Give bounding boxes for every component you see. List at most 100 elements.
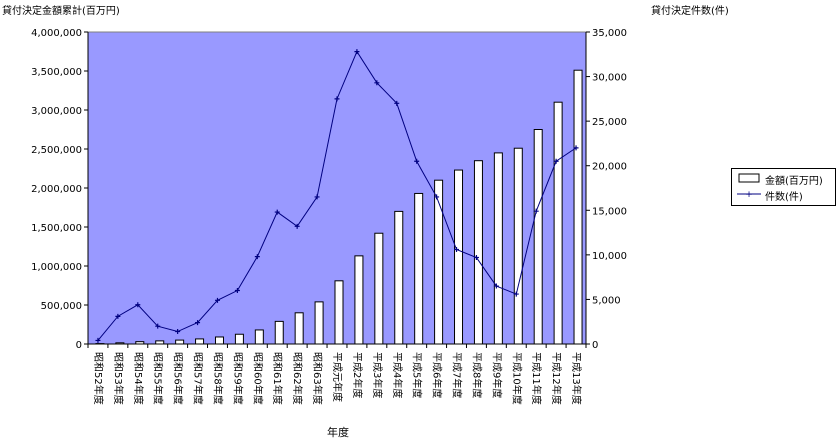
- bar: [135, 341, 145, 345]
- count-point: [354, 49, 360, 55]
- legend-bar-swatch: [738, 173, 760, 183]
- x-tick-label: 平成11年度: [530, 352, 543, 405]
- bar: [214, 336, 224, 345]
- bar: [234, 333, 244, 345]
- legend-line-swatch: +: [737, 190, 761, 200]
- x-tick-label: 昭和58年度: [211, 352, 224, 405]
- x-tick-label: 昭和60年度: [251, 352, 264, 405]
- count-point: [454, 247, 460, 253]
- count-point: [155, 323, 161, 329]
- y-right-tick-label: 35,000: [592, 28, 627, 39]
- bar: [274, 320, 284, 345]
- bar: [115, 342, 125, 345]
- bar: [195, 338, 205, 345]
- bar: [175, 339, 185, 345]
- y-left-tick-label: 1,000,000: [31, 262, 82, 273]
- x-tick-label: 平成8年度: [470, 352, 483, 398]
- count-point: [374, 80, 380, 86]
- x-tick-label: 昭和56年度: [172, 352, 185, 405]
- count-point: [254, 254, 260, 260]
- legend: 金額(百万円) + 件数(件): [731, 168, 836, 206]
- x-tick-label: 平成3年度: [371, 352, 384, 398]
- legend-label-count: 件数(件): [765, 192, 803, 203]
- x-tick-label: 平成元年度: [331, 352, 344, 402]
- bar: [414, 192, 424, 345]
- y-right-tick-label: 0: [592, 340, 598, 351]
- x-axis-title: 年度: [327, 426, 349, 439]
- x-tick-label: 昭和53年度: [112, 352, 125, 405]
- y-right-tick-label: 20,000: [592, 162, 627, 173]
- legend-item-count: + 件数(件): [732, 187, 835, 203]
- count-point: [533, 208, 539, 214]
- count-point: [493, 283, 499, 289]
- x-tick-label: 昭和63年度: [311, 352, 324, 405]
- count-point: [314, 194, 320, 200]
- x-tick-label: 昭和59年度: [231, 352, 244, 405]
- bar: [155, 340, 165, 345]
- bar: [334, 280, 344, 345]
- count-point: [513, 291, 519, 297]
- x-tick-label: 平成13年度: [570, 352, 583, 405]
- y-left-tick-label: 500,000: [41, 301, 82, 312]
- bar: [294, 312, 304, 345]
- count-point: [473, 255, 479, 261]
- x-tick-label: 平成6年度: [431, 352, 444, 398]
- x-tick-label: 昭和54年度: [132, 352, 145, 405]
- y-left-tick-label: 4,000,000: [31, 28, 82, 39]
- legend-label-amount: 金額(百万円): [765, 176, 823, 187]
- bar: [454, 169, 464, 345]
- y-left-tick-label: 2,500,000: [31, 145, 82, 156]
- y-left-axis-title: 貸付決定金額累計(百万円): [2, 6, 120, 17]
- bar: [473, 160, 483, 345]
- y-left-tick-label: 1,500,000: [31, 223, 82, 234]
- count-point: [414, 158, 420, 164]
- count-point: [175, 329, 181, 335]
- y-right-tick-label: 5,000: [592, 295, 621, 306]
- y-left-tick-label: 0: [76, 340, 82, 351]
- count-point: [334, 96, 340, 102]
- count-point: [434, 194, 440, 200]
- bar: [553, 101, 563, 345]
- legend-item-amount: 金額(百万円): [732, 171, 835, 187]
- bar: [374, 232, 384, 345]
- x-tick-label: 昭和62年度: [291, 352, 304, 405]
- bar: [533, 129, 543, 345]
- x-tick-label: 平成5年度: [411, 352, 424, 398]
- count-point: [274, 209, 280, 215]
- x-tick-label: 平成9年度: [490, 352, 503, 398]
- x-tick-label: 平成10年度: [510, 352, 523, 405]
- count-point: [294, 223, 300, 229]
- count-point: [573, 145, 579, 151]
- count-point: [115, 313, 121, 319]
- x-tick-label: 昭和52年度: [92, 352, 105, 405]
- y-right-tick-label: 15,000: [592, 206, 627, 217]
- count-point: [214, 297, 220, 303]
- bar: [493, 152, 503, 345]
- x-tick-label: 平成2年度: [351, 352, 364, 398]
- count-point: [553, 158, 559, 164]
- x-tick-label: 昭和55年度: [152, 352, 165, 405]
- x-tick-label: 平成4年度: [391, 352, 404, 398]
- y-left-tick-label: 3,500,000: [31, 67, 82, 78]
- count-point: [95, 337, 101, 343]
- x-tick-label: 平成12年度: [550, 352, 563, 405]
- y-left-tick-label: 3,000,000: [31, 106, 82, 117]
- x-tick-label: 平成7年度: [451, 352, 464, 398]
- y-right-tick-label: 30,000: [592, 73, 627, 84]
- svg-text:+: +: [745, 190, 753, 200]
- count-point: [135, 302, 141, 308]
- bar: [434, 179, 444, 345]
- bar: [354, 255, 364, 345]
- bar: [394, 210, 404, 345]
- bar: [513, 147, 523, 345]
- bar: [314, 301, 324, 345]
- bar: [573, 69, 583, 345]
- x-tick-label: 昭和57年度: [192, 352, 205, 405]
- bar: [254, 329, 264, 345]
- x-tick-label: 昭和61年度: [271, 352, 284, 405]
- count-point: [394, 100, 400, 106]
- count-point: [234, 288, 240, 294]
- y-right-tick-label: 10,000: [592, 251, 627, 262]
- count-point: [195, 320, 201, 326]
